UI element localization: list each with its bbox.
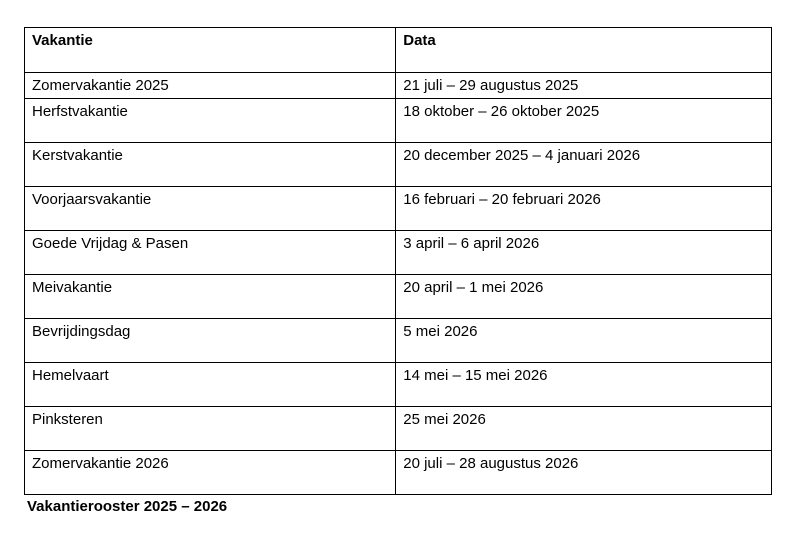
cell-data: 3 april – 6 april 2026 — [395, 229, 772, 275]
cell-vakantie: Zomervakantie 2025 — [23, 72, 397, 99]
vacation-schedule-table: Vakantie Data Zomervakantie 2025 21 juli… — [23, 27, 772, 495]
cell-data: 14 mei – 15 mei 2026 — [395, 361, 772, 407]
cell-data: 5 mei 2026 — [395, 317, 772, 363]
cell-vakantie: Zomervakantie 2026 — [23, 449, 397, 495]
cell-data: 20 juli – 28 augustus 2026 — [395, 449, 772, 495]
cell-data: 16 februari – 20 februari 2026 — [395, 185, 772, 231]
cell-vakantie: Meivakantie — [23, 273, 397, 319]
cell-vakantie: Voorjaarsvakantie — [23, 185, 397, 231]
table-row: Herfstvakantie 18 oktober – 26 oktober 2… — [23, 97, 772, 143]
cell-data: 21 juli – 29 augustus 2025 — [395, 72, 772, 99]
table-row: Zomervakantie 2026 20 juli – 28 augustus… — [23, 449, 772, 495]
cell-vakantie: Bevrijdingsdag — [23, 317, 397, 363]
table-row: Voorjaarsvakantie 16 februari – 20 febru… — [23, 185, 772, 231]
cell-data: 25 mei 2026 — [395, 405, 772, 451]
column-header-data: Data — [395, 27, 772, 73]
table-row: Zomervakantie 2025 21 juli – 29 augustus… — [23, 72, 772, 99]
table-caption: Vakantierooster 2025 – 2026 — [27, 498, 228, 515]
table-header-row: Vakantie Data — [23, 27, 772, 73]
cell-vakantie: Herfstvakantie — [23, 97, 397, 143]
cell-vakantie: Goede Vrijdag & Pasen — [23, 229, 397, 275]
table-row: Pinksteren 25 mei 2026 — [23, 405, 772, 451]
cell-data: 20 april – 1 mei 2026 — [395, 273, 772, 319]
table-row: Meivakantie 20 april – 1 mei 2026 — [23, 273, 772, 319]
table-row: Goede Vrijdag & Pasen 3 april – 6 april … — [23, 229, 772, 275]
cell-vakantie: Pinksteren — [23, 405, 397, 451]
table-row: Bevrijdingsdag 5 mei 2026 — [23, 317, 772, 363]
column-header-vakantie: Vakantie — [23, 27, 397, 73]
cell-vakantie: Hemelvaart — [23, 361, 397, 407]
table-row: Kerstvakantie 20 december 2025 – 4 janua… — [23, 141, 772, 187]
table-row: Hemelvaart 14 mei – 15 mei 2026 — [23, 361, 772, 407]
cell-data: 18 oktober – 26 oktober 2025 — [395, 97, 772, 143]
cell-data: 20 december 2025 – 4 januari 2026 — [395, 141, 772, 187]
cell-vakantie: Kerstvakantie — [23, 141, 397, 187]
